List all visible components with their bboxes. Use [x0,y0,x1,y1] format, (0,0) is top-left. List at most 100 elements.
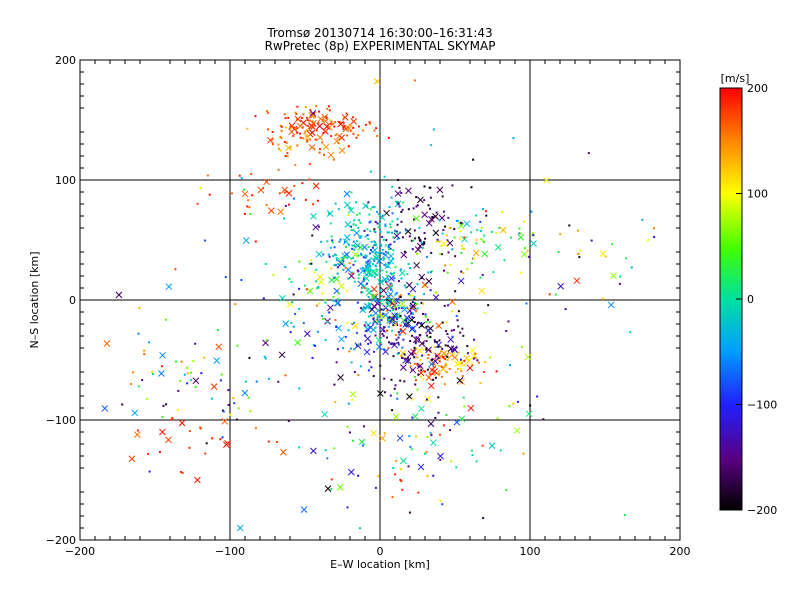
data-point-x [413,215,420,222]
data-point-dot [255,380,258,383]
data-point-dot [381,332,384,335]
data-point-dot [304,267,307,270]
data-point-dot [442,355,445,358]
data-point-dot [367,268,370,271]
data-point-x [192,377,200,385]
chart-title: Tromsø 20130714 16:30:00–16:31:43 [267,26,493,40]
data-point-dot [324,301,327,304]
data-point-x [267,136,274,144]
data-point-x [396,434,404,442]
data-point-dot [425,340,428,343]
colorbar-tick-label: −100 [747,399,777,412]
data-point-dot [380,252,383,255]
data-point-dot [389,247,392,250]
data-point-dot [389,243,392,246]
data-point-dot [387,244,390,247]
data-point-dot [460,270,463,273]
data-point-dot [384,280,387,283]
data-point-dot [352,116,355,119]
data-point-dot [379,243,382,246]
data-point-dot [425,348,428,351]
data-point-dot [130,382,133,385]
data-point-dot [289,125,292,128]
data-point-dot [186,382,189,385]
data-point-dot [396,392,399,395]
data-point-dot [262,297,265,300]
data-point-dot [382,252,385,255]
data-point-dot [392,249,395,252]
data-point-dot [295,112,298,115]
data-point-dot [422,302,425,305]
data-point-dot [429,336,432,339]
data-point-dot [372,258,375,261]
data-point-x [405,281,413,289]
data-point-dot [402,201,405,204]
data-point-x [328,276,335,284]
data-point-dot [366,234,369,237]
data-point-x [294,115,302,123]
data-point-dot [470,186,473,189]
data-point-dot [287,203,290,206]
data-point-dot [430,251,433,254]
colorbar-label: [m/s] [721,72,750,85]
data-point-dot [410,239,413,242]
data-point-dot [442,229,445,232]
data-point-x [336,132,343,140]
data-point-dot [306,119,309,122]
data-point-dot [380,295,383,298]
data-point-dot [429,289,432,292]
data-point-dot [408,307,411,310]
data-point-dot [277,380,280,383]
data-point-dot [179,379,182,382]
data-point-dot [501,210,504,213]
data-point-dot [408,511,411,514]
data-point-dot [395,308,398,311]
data-point-dot [387,301,390,304]
data-point-x [429,439,437,447]
data-point-dot [426,318,429,321]
data-point-dot [521,345,524,348]
data-point-dot [301,182,304,185]
data-point-dot [229,413,232,416]
data-point-dot [420,322,423,325]
colorbar-tick-label: −200 [747,504,777,517]
data-point-dot [577,252,580,255]
data-point-dot [380,318,383,321]
data-point-dot [131,371,134,374]
data-point-dot [334,134,337,137]
data-point-dot [382,259,385,262]
data-point-dot [466,352,469,355]
data-point-x [432,294,440,301]
data-point-x [382,348,389,356]
data-point-dot [434,290,437,293]
data-point-dot [330,135,333,138]
data-point-dot [409,365,412,368]
data-point-dot [423,185,426,188]
data-point-dot [177,389,180,392]
data-point-dot [186,372,189,375]
data-point-dot [395,292,398,295]
data-point-dot [441,195,444,198]
data-point-dot [368,252,371,255]
data-point-dot [391,409,394,412]
data-point-x [431,367,438,375]
data-point-dot [392,324,395,327]
data-point-dot [136,429,139,432]
data-point-dot [400,307,403,310]
data-point-dot [480,226,483,229]
data-point-dot [412,326,415,329]
data-point-dot [441,503,444,506]
data-point-dot [294,128,297,131]
data-point-dot [413,218,416,221]
y-tick-label: −200 [46,534,76,547]
data-point-x [573,277,581,285]
data-point-dot [293,184,296,187]
data-point-dot [367,201,370,204]
data-point-dot [374,220,377,223]
data-point-x [467,404,475,412]
data-point-dot [459,358,462,361]
data-point-x [159,428,166,436]
data-point-dot [393,271,396,274]
data-point-dot [374,334,377,337]
data-point-dot [378,272,381,275]
